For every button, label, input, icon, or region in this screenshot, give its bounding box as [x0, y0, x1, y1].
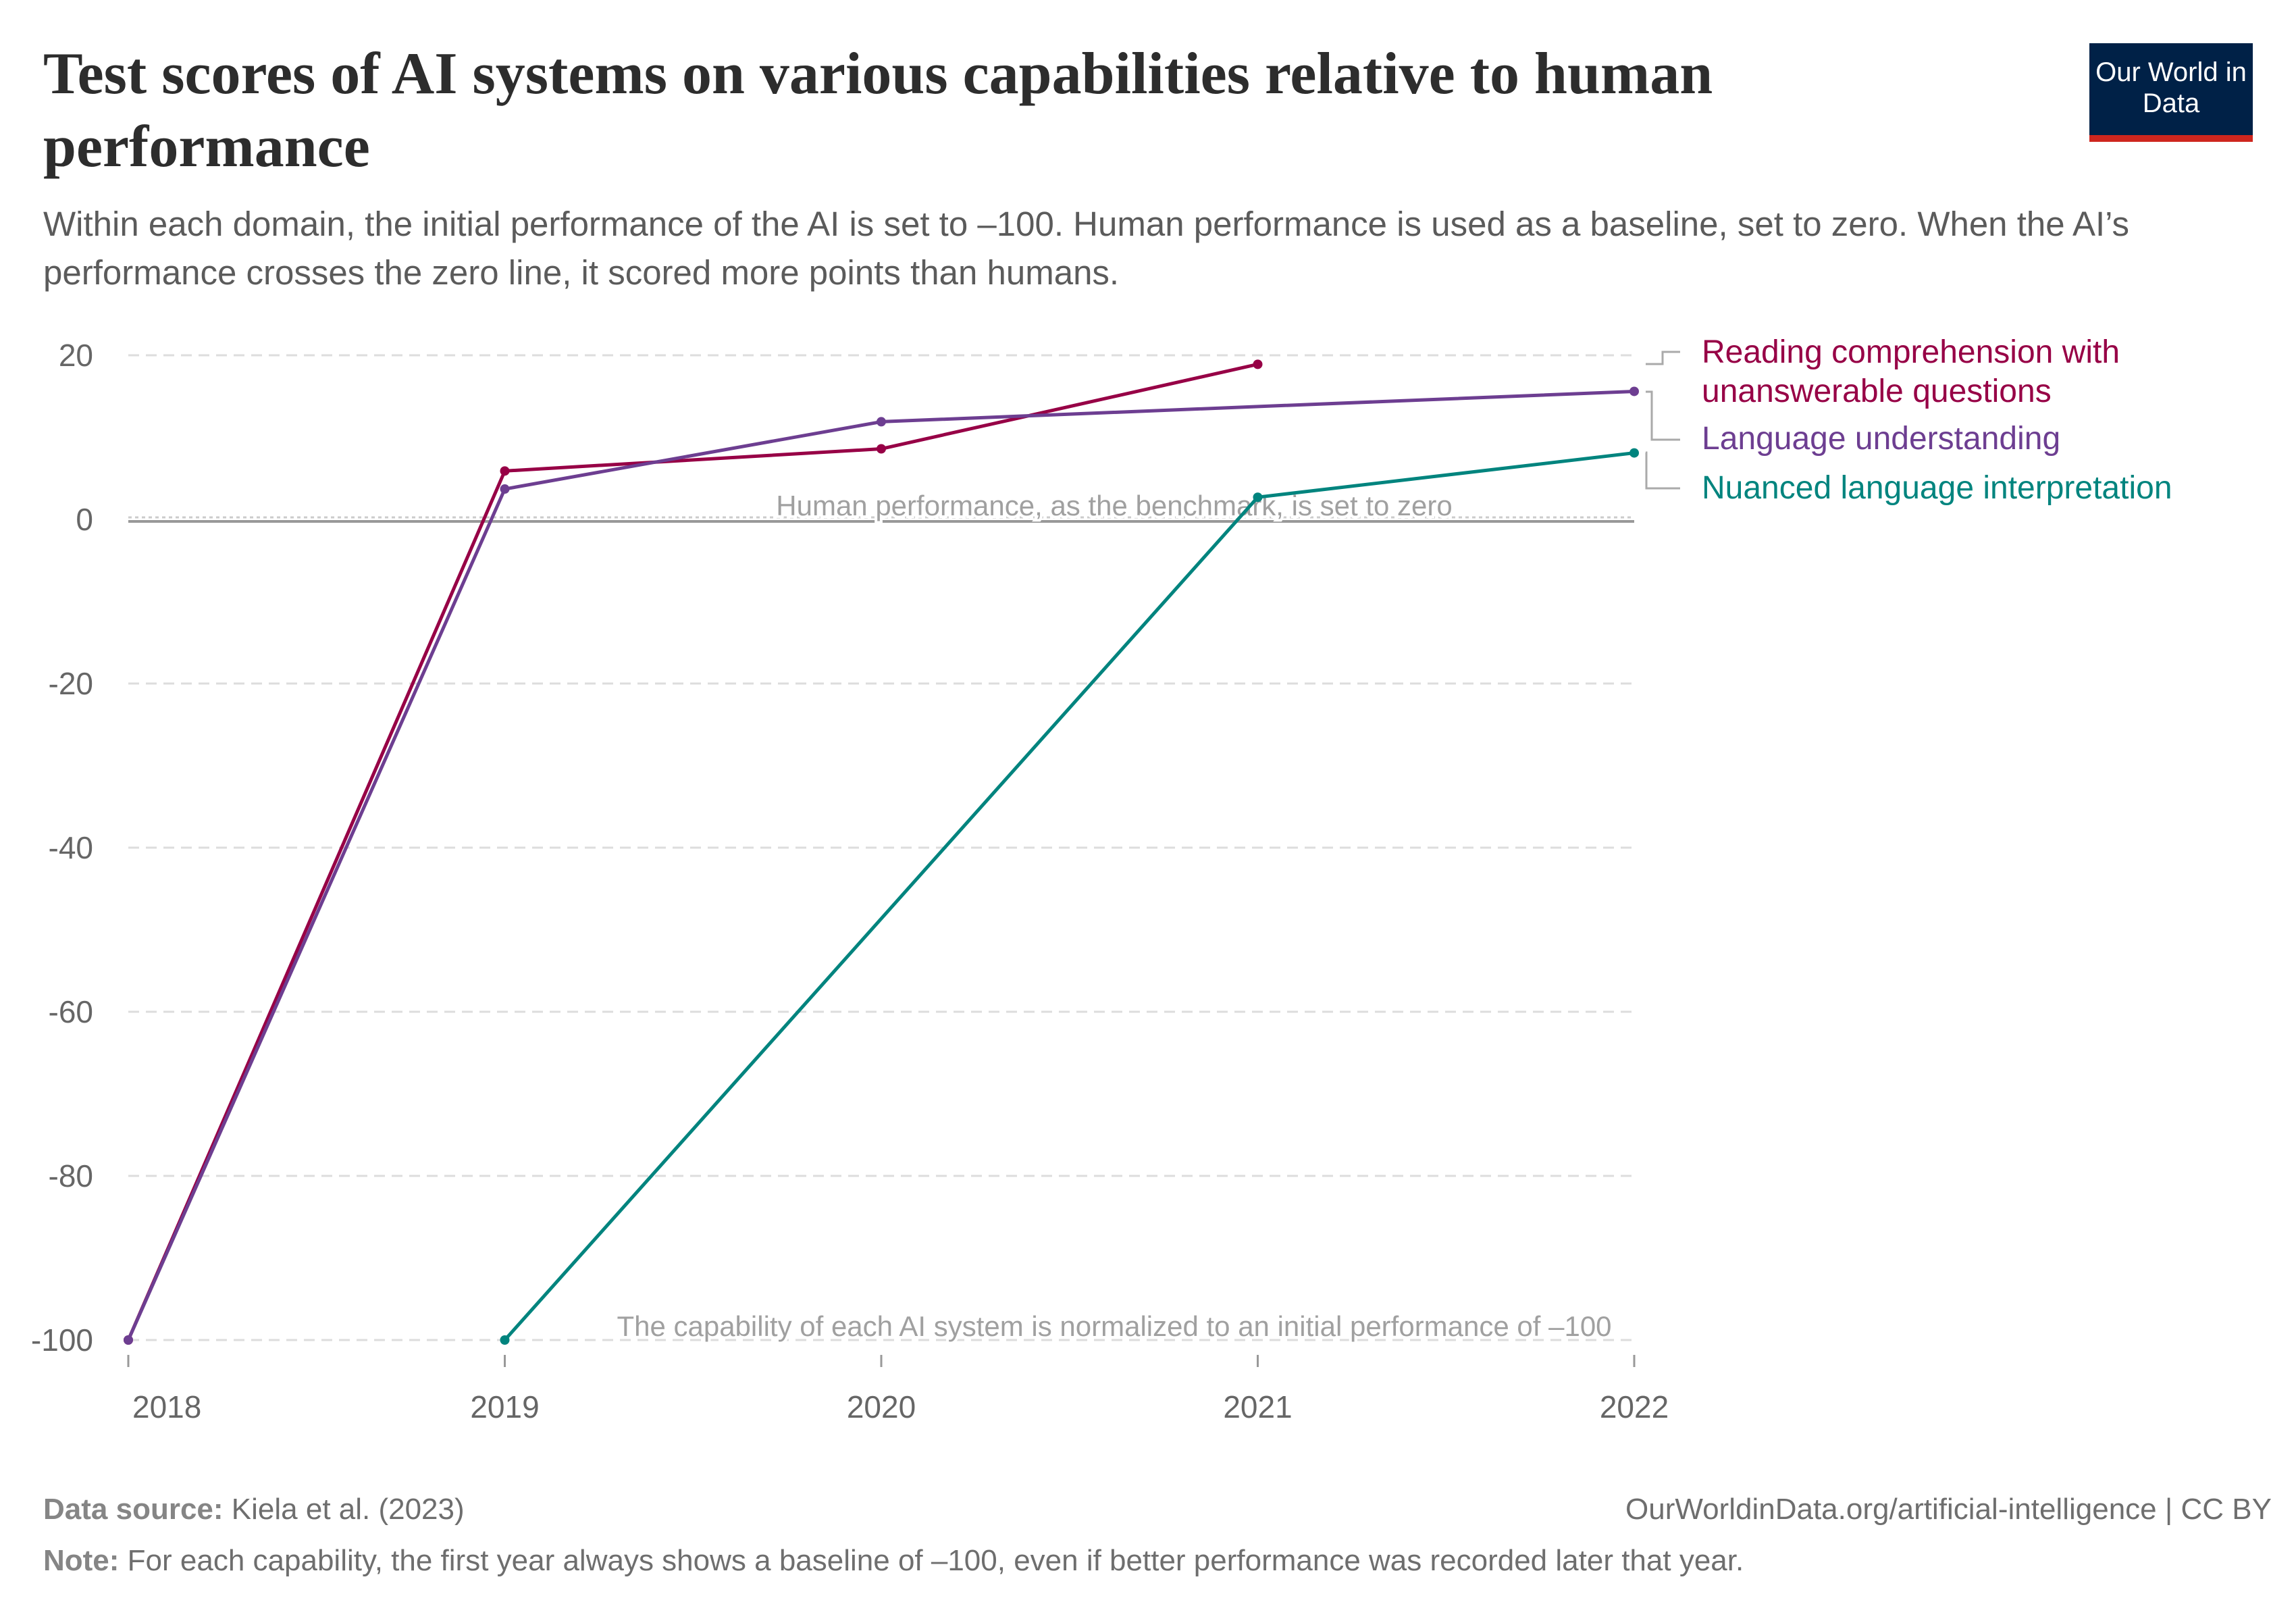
chart-title: Test scores of AI systems on various cap… — [43, 41, 1713, 180]
data-point — [1253, 359, 1263, 369]
y-tick-label: -80 — [49, 1158, 93, 1193]
data-point — [500, 466, 510, 476]
source-value[interactable]: Kiela et al. (2023) — [231, 1493, 465, 1526]
legend-label: Nuanced language interpretation — [1702, 470, 2172, 506]
legend-label: Reading comprehension with unanswerable q… — [1702, 334, 2120, 409]
chart-subtitle: Within each domain, the initial performa… — [43, 205, 2130, 292]
y-tick-label: -40 — [49, 830, 93, 865]
x-tick-label: 2019 — [470, 1389, 539, 1424]
data-point — [1629, 448, 1639, 458]
legend-connector — [1645, 451, 1680, 490]
data-point — [1629, 386, 1639, 396]
data-source: Data source: Kiela et al. (2023) — [43, 1493, 465, 1526]
y-tick-label: 20 — [59, 338, 93, 373]
license[interactable]: | CC BY — [2164, 1493, 2272, 1526]
chart-annotation: The capability of each AI system is norm… — [617, 1310, 1611, 1342]
series-line — [503, 451, 1635, 1341]
x-tick-label: 2022 — [1600, 1389, 1669, 1424]
owid-logo[interactable]: Our World in Data — [2089, 43, 2253, 142]
y-tick-label: 0 — [76, 502, 93, 537]
note-label: Note: — [43, 1544, 120, 1577]
chart-annotation: Human performance, as the benchmark, is … — [776, 490, 1452, 521]
data-point — [1253, 492, 1263, 503]
y-tick-label: -60 — [49, 994, 93, 1029]
source-label: Data source: — [43, 1493, 224, 1526]
source-url: OurWorldinData.org/artificial-intelligen… — [1625, 1493, 2272, 1526]
data-point — [877, 417, 886, 427]
data-point — [500, 484, 510, 494]
x-tick-label: 2018 — [132, 1389, 201, 1424]
series-line — [126, 362, 1259, 1341]
url-link[interactable]: OurWorldinData.org/artificial-intelligen… — [1625, 1493, 2157, 1526]
x-tick-label: 2020 — [847, 1389, 916, 1424]
note: Note: For each capability, the first yea… — [43, 1544, 1744, 1578]
data-point — [124, 1335, 133, 1345]
legend-label: Language understanding — [1702, 421, 2060, 457]
y-tick-label: -100 — [31, 1322, 93, 1358]
series-line — [126, 389, 1635, 1341]
note-value: For each capability, the first year alwa… — [127, 1544, 1744, 1577]
y-tick-label: -20 — [49, 666, 93, 701]
data-point — [500, 1335, 510, 1345]
legend-connector — [1646, 390, 1680, 441]
data-point — [877, 444, 886, 454]
legend-connector — [1646, 351, 1680, 365]
x-tick-label: 2021 — [1223, 1389, 1292, 1424]
